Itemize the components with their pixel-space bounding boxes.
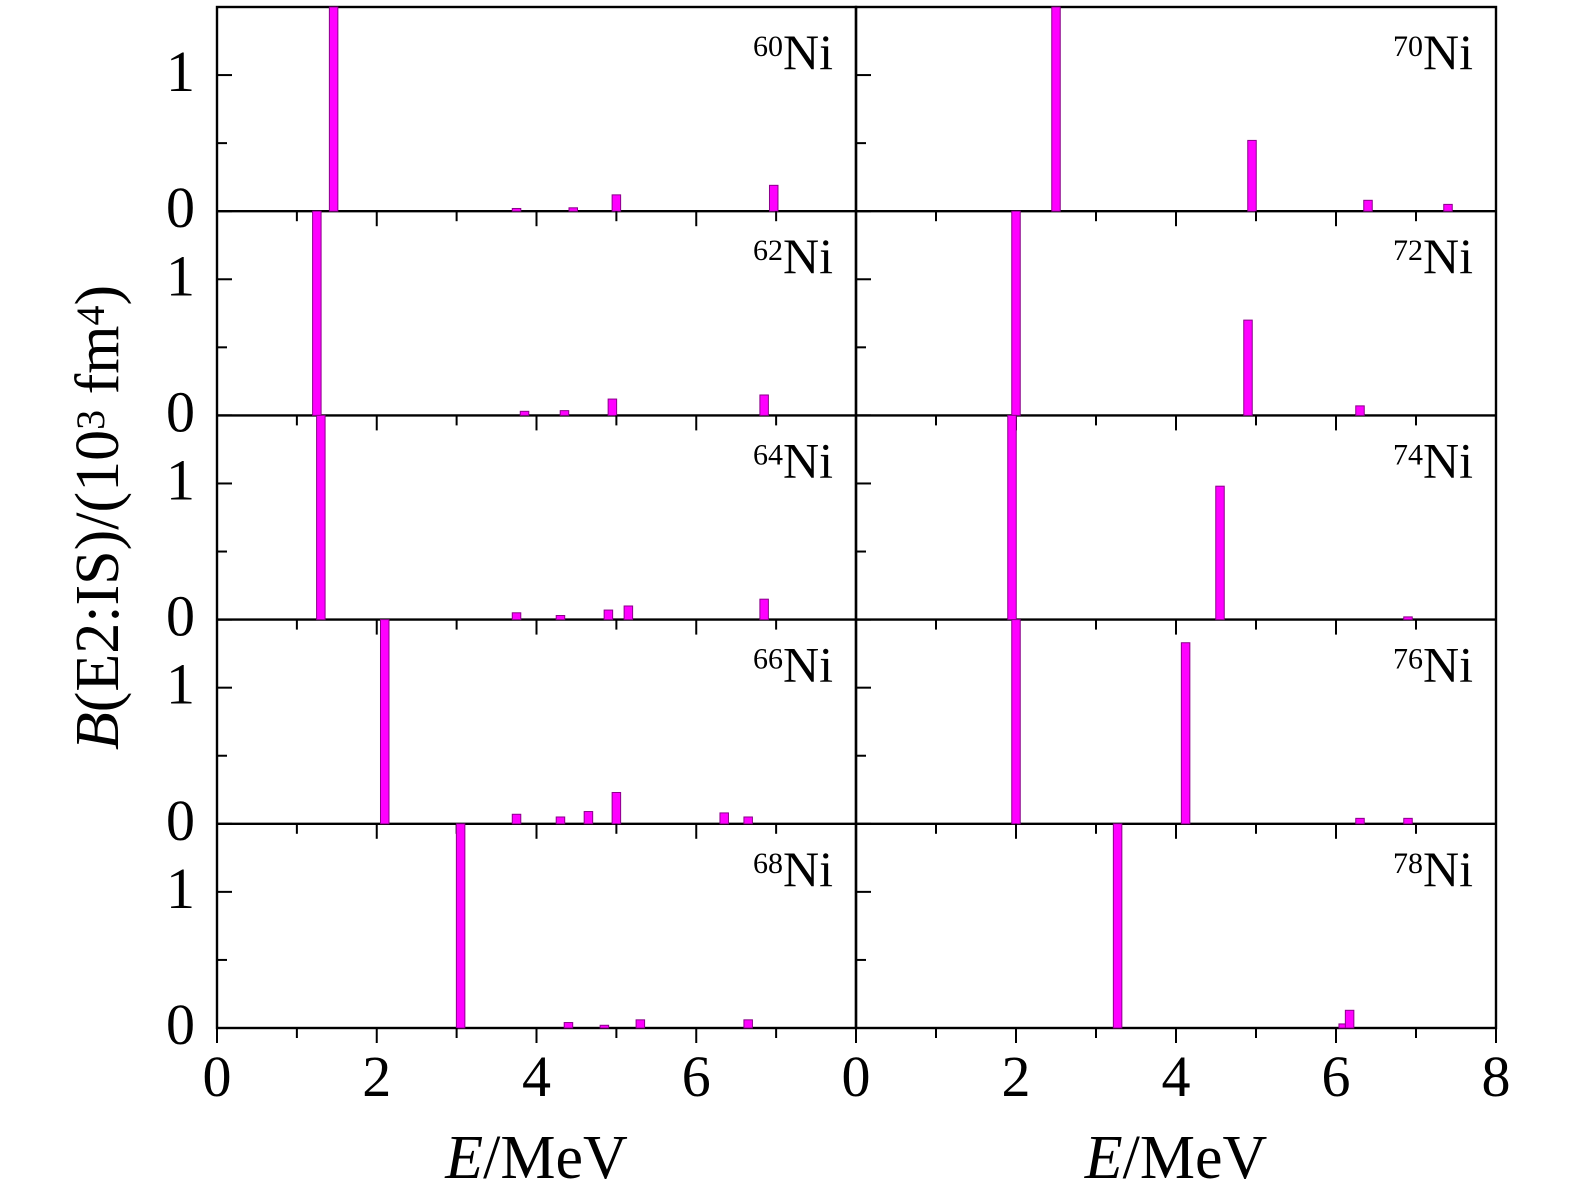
svg-text:4: 4: [1162, 1044, 1191, 1109]
svg-text:0: 0: [166, 175, 195, 240]
svg-text:6: 6: [1322, 1044, 1351, 1109]
svg-text:0: 0: [166, 788, 195, 853]
svg-text:8: 8: [1482, 1044, 1511, 1109]
svg-text:1: 1: [166, 856, 195, 921]
svg-text:0: 0: [166, 992, 195, 1057]
svg-text:0: 0: [842, 1044, 871, 1109]
svg-text:1: 1: [166, 652, 195, 717]
svg-text:4: 4: [522, 1044, 551, 1109]
svg-text:0: 0: [166, 584, 195, 649]
svg-text:B(E2:IS)/(103 fm4): B(E2:IS)/(103 fm4): [64, 285, 132, 750]
svg-text:0: 0: [203, 1044, 232, 1109]
svg-text:1: 1: [166, 447, 195, 512]
svg-text:6: 6: [682, 1044, 711, 1109]
svg-text:2: 2: [1002, 1044, 1031, 1109]
svg-text:2: 2: [362, 1044, 391, 1109]
svg-text:1: 1: [166, 243, 195, 308]
svg-text:E/MeV: E/MeV: [444, 1124, 628, 1191]
svg-text:E/MeV: E/MeV: [1084, 1124, 1268, 1191]
svg-text:0: 0: [166, 379, 195, 444]
svg-text:1: 1: [166, 39, 195, 104]
